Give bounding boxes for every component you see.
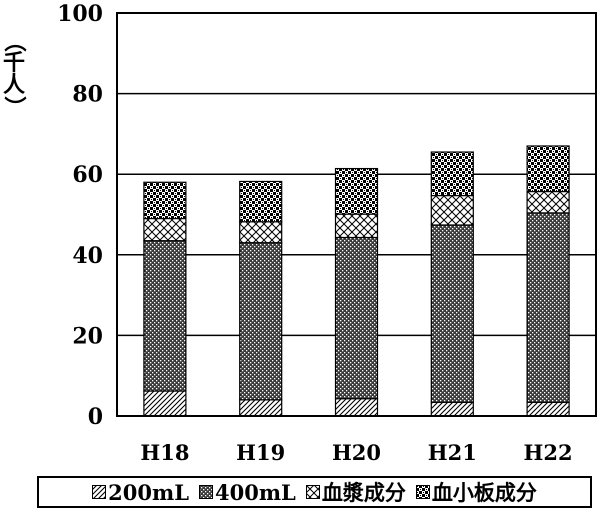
y-axis-label: （ 千 人 ） — [1, 29, 27, 118]
bar-segment — [430, 401, 474, 417]
x-tick-label: H21 — [428, 440, 477, 465]
bar-segment — [334, 167, 379, 215]
bar-segment — [239, 242, 283, 401]
bar-segment — [526, 401, 570, 417]
legend-label-plasma: 血漿成分 — [321, 480, 406, 505]
legend-swatch-platelet — [415, 485, 430, 499]
y-tick-label: 0 — [88, 404, 103, 430]
y-tick-label: 40 — [72, 243, 103, 269]
legend-label-platelet: 血小板成分 — [431, 480, 537, 505]
x-tick-label: H18 — [140, 440, 189, 465]
bar-segment — [430, 194, 474, 226]
x-tick-label: H20 — [332, 440, 381, 465]
y-label-char-open: （ — [1, 29, 27, 52]
legend-item-400ml: 400mL — [199, 480, 296, 505]
y-tick-label: 100 — [57, 1, 103, 27]
y-label-char-1: 千 — [2, 50, 25, 76]
y-tick-label: 20 — [72, 323, 103, 349]
bar-segment — [143, 217, 187, 242]
bar-segment — [526, 145, 570, 193]
x-tick-label: H19 — [236, 440, 285, 465]
plot-area-frame — [116, 12, 597, 417]
bar-segment — [239, 180, 283, 223]
legend-label-200ml: 200mL — [108, 479, 189, 505]
axes: 0 20 40 60 80 100 H18 H19 H20 H21 H22 — [57, 1, 597, 465]
bar-segment — [430, 151, 474, 197]
bar-segment — [526, 190, 570, 214]
legend-item-200ml: 200mL — [92, 480, 189, 505]
legend-label-400ml: 400mL — [215, 479, 296, 505]
legend-swatch-400ml — [199, 485, 213, 499]
bar-segment — [334, 236, 379, 400]
y-tick-label: 60 — [72, 162, 103, 188]
legend-item-plasma: 血漿成分 — [305, 477, 406, 507]
bars — [143, 145, 570, 417]
y-label-char-2: 人 — [2, 72, 25, 98]
legend-item-platelet: 血小板成分 — [415, 477, 537, 507]
bar-segment — [239, 399, 283, 417]
bar-segment — [239, 221, 283, 244]
bar-chart: 0 20 40 60 80 100 H18 H19 H20 H21 H22 — [57, 1, 597, 465]
bar-segment — [143, 390, 187, 417]
bar-segment — [334, 398, 379, 417]
bar-segment — [526, 212, 570, 403]
legend-swatch-plasma — [305, 485, 320, 499]
y-tick-label: 80 — [72, 82, 103, 108]
y-label-char-close: ） — [1, 95, 27, 118]
legend: 200mL 400mL 血漿成分 血小板成分 — [37, 476, 592, 508]
bar-segment — [143, 240, 187, 392]
bar-segment — [334, 213, 379, 239]
legend-swatch-200ml — [92, 485, 107, 499]
x-tick-label: H22 — [524, 440, 573, 465]
bar-segment — [143, 181, 187, 220]
bar-segment — [430, 224, 474, 403]
